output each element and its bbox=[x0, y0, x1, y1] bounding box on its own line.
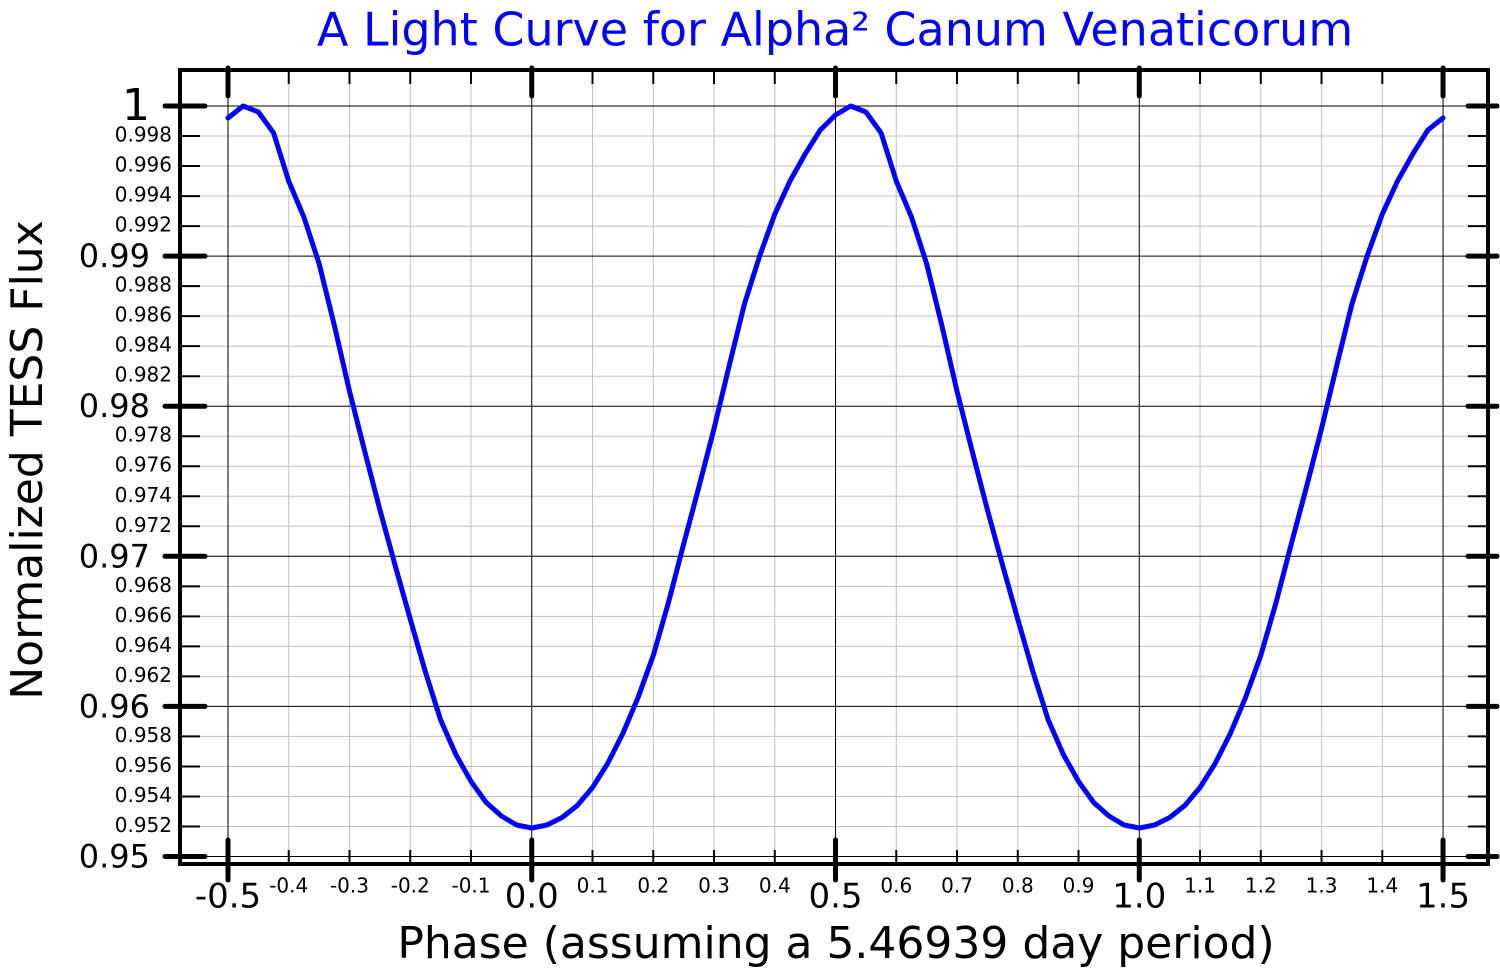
y-minor-tick-label: 0.974 bbox=[115, 483, 172, 507]
y-minor-tick-label: 0.984 bbox=[115, 333, 172, 357]
y-minor-tick-label: 0.988 bbox=[115, 273, 172, 297]
y-minor-tick-label: 0.992 bbox=[115, 213, 172, 237]
x-minor-tick-label: 0.1 bbox=[577, 874, 609, 898]
x-major-tick-label: 0.0 bbox=[505, 877, 559, 917]
x-major-tick-label: 1.0 bbox=[1112, 877, 1166, 917]
x-minor-tick-label: -0.3 bbox=[330, 874, 369, 898]
y-minor-tick-label: 0.962 bbox=[115, 663, 172, 687]
y-major-tick-label: 0.96 bbox=[79, 687, 150, 725]
y-major-tick-label: 0.97 bbox=[79, 537, 150, 575]
x-minor-tick-label: -0.1 bbox=[451, 874, 490, 898]
x-minor-tick-label: 1.4 bbox=[1366, 874, 1398, 898]
y-minor-tick-label: 0.998 bbox=[115, 123, 172, 147]
x-minor-tick-label: -0.2 bbox=[391, 874, 430, 898]
y-minor-tick-label: 0.952 bbox=[115, 813, 172, 837]
grid bbox=[180, 70, 1488, 864]
y-minor-tick-label: 0.978 bbox=[115, 423, 172, 447]
y-minor-tick-label: 0.982 bbox=[115, 363, 172, 387]
x-minor-tick-label: 0.7 bbox=[941, 874, 973, 898]
x-major-tick-label: 0.5 bbox=[808, 877, 862, 917]
plot-area bbox=[225, 103, 1446, 831]
y-major-tick-label: 0.98 bbox=[79, 387, 150, 425]
y-minor-tick-label: 0.956 bbox=[115, 753, 172, 777]
y-minor-tick-label: 0.994 bbox=[115, 183, 172, 207]
x-major-tick-label: 1.5 bbox=[1416, 877, 1470, 917]
y-minor-tick-label: 0.986 bbox=[115, 303, 172, 327]
y-minor-tick-label: 0.954 bbox=[115, 783, 172, 807]
x-minor-tick-label: 1.2 bbox=[1245, 874, 1277, 898]
y-major-tick-label: 0.99 bbox=[79, 237, 150, 275]
y-minor-tick-label: 0.966 bbox=[115, 603, 172, 627]
y-minor-tick-label: 0.976 bbox=[115, 453, 172, 477]
y-major-tick-label: 1 bbox=[122, 80, 150, 131]
axes: 0.952 0.954 0.956 0.958 0.962 0.964 0.966 0.968… bbox=[79, 65, 1500, 917]
x-axis-label: Phase (assuming a 5.46939 day period) bbox=[397, 918, 1274, 969]
x-minor-tick-label: 0.6 bbox=[880, 874, 912, 898]
chart-title: A Light Curve for Alpha² Canum Venaticor… bbox=[317, 3, 1353, 57]
x-minor-tick-label: 0.4 bbox=[759, 874, 791, 898]
x-minor-tick-label: 0.2 bbox=[637, 874, 669, 898]
light-curve bbox=[225, 103, 1446, 831]
plot-border bbox=[178, 68, 1490, 866]
y-minor-tick-label: 0.996 bbox=[115, 153, 172, 177]
x-minor-tick-label: 0.8 bbox=[1002, 874, 1034, 898]
y-minor-tick-label: 0.958 bbox=[115, 723, 172, 747]
x-major-tick-label: -0.5 bbox=[195, 877, 261, 917]
x-minor-tick-label: 0.3 bbox=[698, 874, 730, 898]
y-minor-tick-label: 0.968 bbox=[115, 573, 172, 597]
x-minor-tick-label: 1.1 bbox=[1184, 874, 1216, 898]
y-minor-tick-label: 0.964 bbox=[115, 633, 172, 657]
x-minor-tick-label: 0.9 bbox=[1063, 874, 1095, 898]
y-minor-tick-label: 0.972 bbox=[115, 513, 172, 537]
y-major-tick-label: 0.95 bbox=[79, 837, 150, 875]
y-axis-label: Normalized TESS Flux bbox=[2, 220, 53, 700]
x-minor-tick-label: 1.3 bbox=[1306, 874, 1338, 898]
x-minor-tick-label: -0.4 bbox=[269, 874, 308, 898]
